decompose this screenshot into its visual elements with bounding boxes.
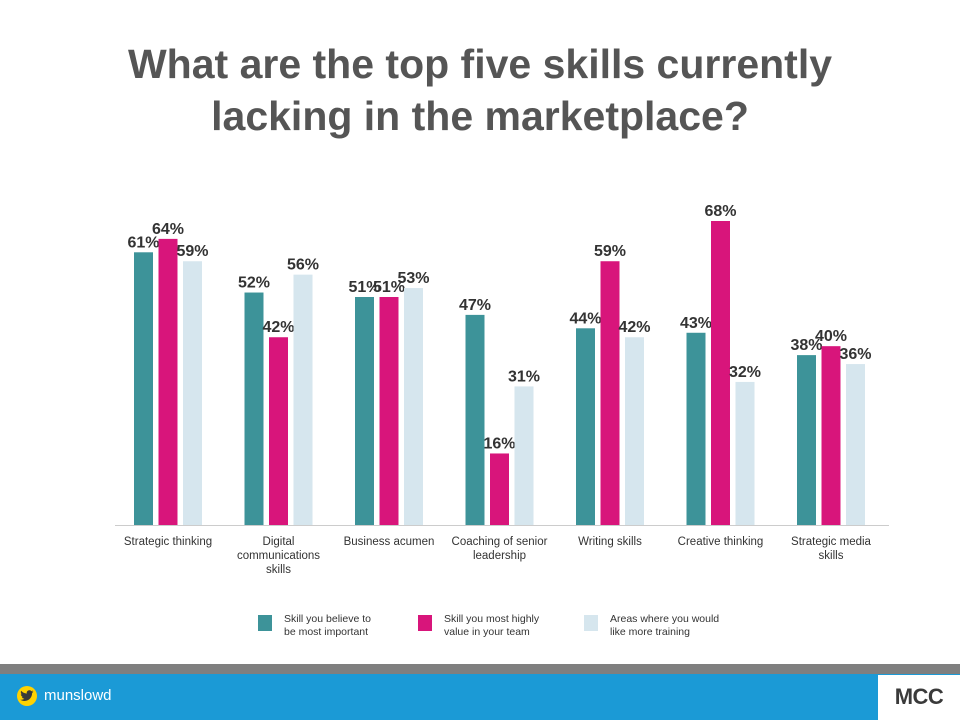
bar-2-1	[158, 238, 178, 525]
data-label: 68%	[704, 203, 736, 220]
data-label: 31%	[508, 368, 540, 385]
data-label: 40%	[815, 328, 847, 345]
bar-1-1	[134, 252, 153, 525]
bar-2-2	[269, 337, 288, 525]
bar-3-7	[846, 364, 865, 525]
data-label: 52%	[238, 275, 270, 292]
data-label: 47%	[459, 297, 491, 314]
data-label: 42%	[618, 319, 650, 336]
bar-3-4	[514, 386, 534, 525]
data-label: 53%	[397, 270, 429, 287]
twitter-handle[interactable]: munslowd	[44, 687, 112, 704]
bar-1-2	[244, 292, 264, 525]
x-tick-label: Creative thinking	[678, 536, 764, 548]
bar-2-5	[600, 261, 620, 525]
x-tick-label: Writing skills	[578, 536, 642, 548]
legend-label: Skill you most highly value in your team	[444, 613, 540, 638]
slide-title: What are the top five skills currently l…	[40, 38, 920, 142]
data-label: 64%	[152, 221, 184, 238]
bar-2-4	[490, 453, 509, 525]
legend-swatch	[584, 615, 598, 631]
data-label: 61%	[127, 234, 159, 251]
x-tick-label: Business acumen	[344, 536, 435, 548]
data-label: 43%	[680, 315, 712, 332]
x-tick-label: Strategic media skills	[791, 536, 872, 562]
bar-3-1	[183, 261, 202, 525]
x-tick-label: Coaching of senior leadership	[452, 536, 548, 562]
data-label: 42%	[262, 319, 294, 336]
data-label: 59%	[176, 243, 208, 260]
data-label: 59%	[594, 243, 626, 260]
title-line-1: What are the top five skills currently	[127, 41, 833, 87]
bar-3-3	[404, 288, 423, 525]
data-label: 51%	[373, 279, 405, 296]
bar-3-5	[625, 337, 644, 525]
data-label: 44%	[569, 310, 601, 327]
x-tick-label: Strategic thinking	[124, 536, 212, 548]
data-label: 36%	[839, 346, 871, 363]
logo: MCC	[878, 675, 960, 720]
bar-1-5	[576, 328, 595, 525]
footer-divider	[0, 664, 960, 674]
bar-1-7	[797, 355, 816, 525]
logo-text: MCC	[894, 684, 944, 709]
data-label: 51%	[348, 279, 380, 296]
data-label: 32%	[729, 364, 761, 381]
legend-swatch	[258, 615, 272, 631]
bar-1-3	[355, 297, 374, 525]
bar-2-7	[821, 346, 841, 525]
bar-1-4	[465, 314, 485, 525]
data-label: 38%	[790, 337, 822, 354]
legend-swatch	[418, 615, 432, 631]
twitter-bird-icon[interactable]	[17, 686, 37, 706]
bar-2-3	[379, 297, 399, 525]
footer-bar	[0, 674, 960, 720]
bar-2-6	[711, 221, 730, 525]
title-line-2: lacking in the marketplace?	[211, 93, 749, 139]
legend-label: Areas where you would like more training	[610, 613, 719, 638]
bar-3-2	[293, 274, 313, 525]
data-label: 16%	[483, 435, 515, 452]
bar-1-6	[686, 332, 706, 525]
x-tick-label: Digital communications skills	[237, 536, 320, 576]
legend-label: Skill you believe to be most important	[284, 613, 371, 638]
data-label: 56%	[287, 257, 319, 274]
bar-3-6	[735, 381, 755, 525]
skills-bar-chart: 61%64% 59% Strategic thinking 52% 42% 56% Digi…	[115, 203, 889, 638]
